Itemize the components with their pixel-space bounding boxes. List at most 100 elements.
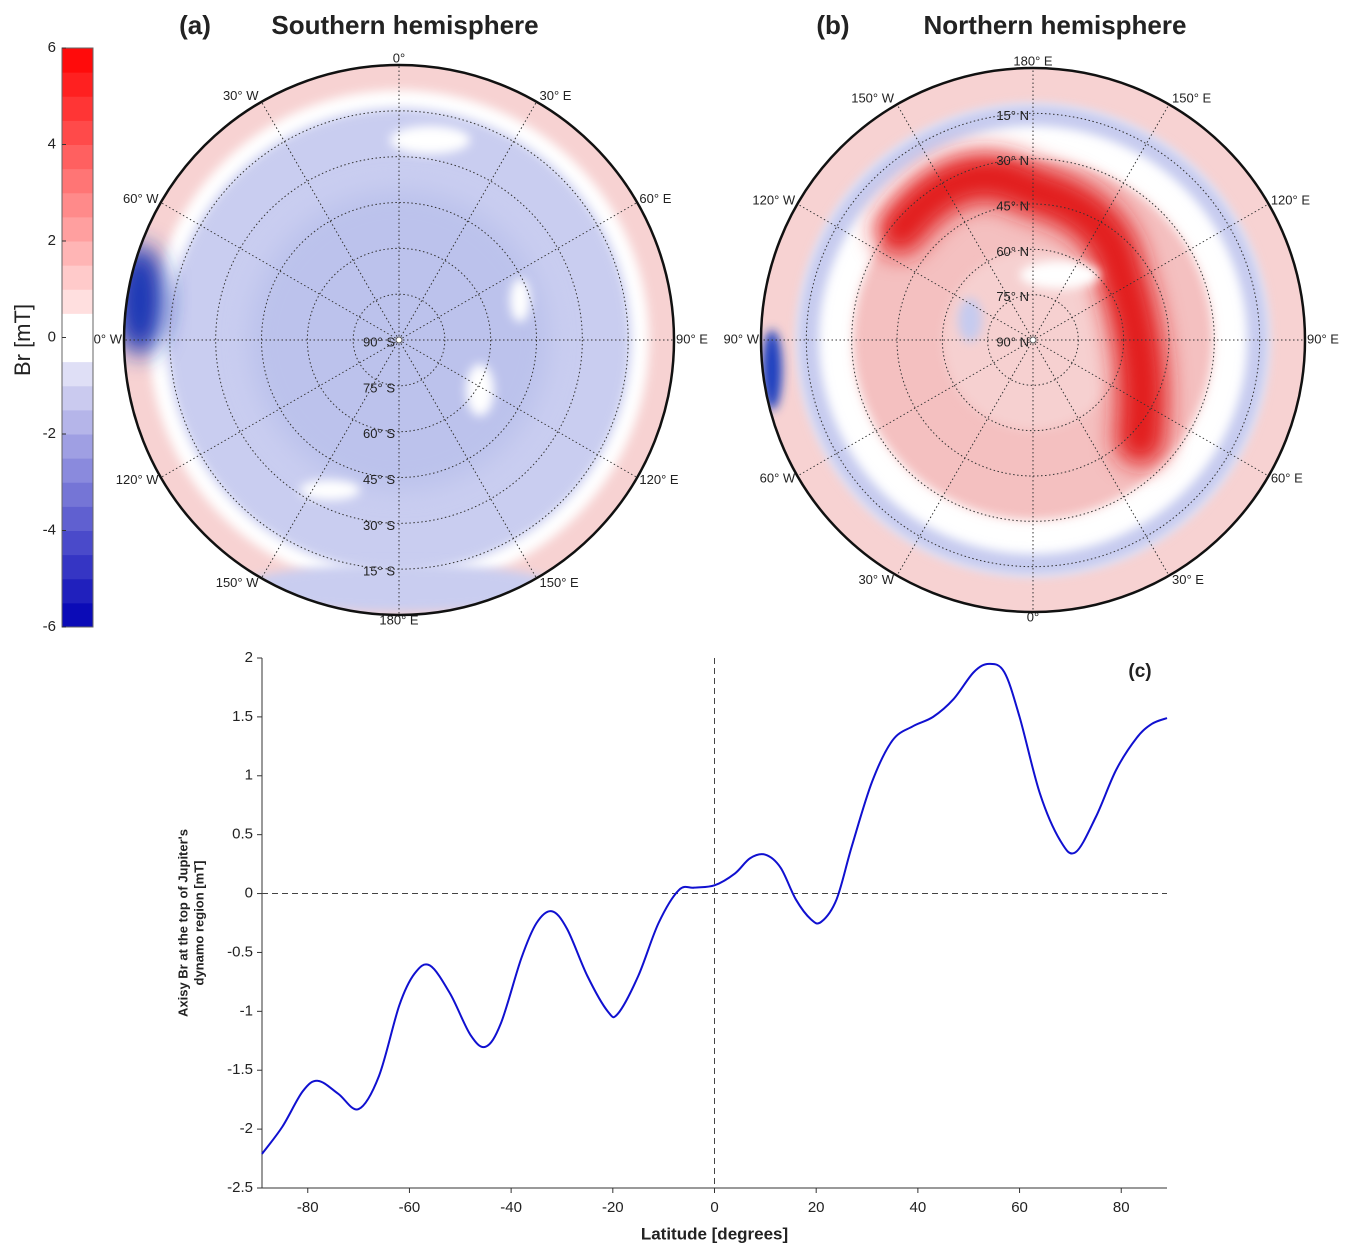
colorbar-segment [62,578,93,604]
x-tick-label: -60 [399,1199,421,1216]
colorbar-segment [62,120,93,145]
x-tick-label: 0 [710,1199,718,1216]
lat-label: 90° S [363,334,395,349]
colorbar-segment [62,530,93,556]
colorbar-segment [62,289,93,314]
lat-label: 75° N [996,289,1029,304]
lon-label: 30° E [540,88,572,103]
lon-label: 90° E [1307,331,1339,346]
colorbar-segment [62,434,93,459]
lon-label: 30° W [223,88,259,103]
colorbar-segment [62,506,93,531]
x-tick-label: -80 [297,1199,319,1216]
y-tick-label: 0 [245,885,253,902]
lat-label: 90° N [996,334,1029,349]
lat-label: 45° S [363,472,395,487]
colorbar-segment [62,168,93,194]
panel-title: Southern hemisphere [271,10,538,40]
lat-circle [941,248,1125,432]
x-tick-label: 20 [808,1199,825,1216]
pole-marker [395,336,403,344]
colorbar-segment [62,361,93,387]
lon-label: 150° W [216,575,260,590]
lat-label: 15° N [996,108,1029,123]
panel-title: Northern hemisphere [924,10,1187,40]
lon-label: 90° W [723,331,759,346]
y-tick-label: 1 [245,767,253,784]
colorbar-segment [62,144,93,170]
lat-label: 30° N [996,153,1029,168]
panel-label: (a) [179,10,211,40]
colorbar-tick-label: -2 [43,425,56,442]
lat-label: 15° S [363,564,395,579]
lon-label: 180° E [1013,53,1053,68]
x-axis-label: Latitude [degrees] [641,1224,788,1243]
lon-spoke [896,104,1034,341]
colorbar-tick-label: 2 [48,232,56,249]
lon-label: 0° [393,50,405,65]
y-axis-label: Axisy Br at the top of Jupiter's [175,829,190,1017]
lon-label: 120° W [752,192,796,207]
y-tick-label: 0.5 [232,826,253,843]
lon-label: 30° E [1172,572,1204,587]
colorbar-segment [62,602,93,628]
colorbar-segment [62,96,93,121]
lon-label: 150° E [540,575,580,590]
lon-label: 60° E [1271,470,1303,485]
lon-spoke [1032,203,1269,341]
y-tick-label: -2 [240,1120,253,1137]
lon-spoke [398,202,638,341]
colorbar-label: Br [mT] [10,304,35,376]
lon-label: 60° E [639,191,671,206]
lat-circle [306,247,492,433]
y-tick-label: -1 [240,1002,253,1019]
lon-spoke [1032,339,1269,477]
x-tick-label: 60 [1011,1199,1028,1216]
lon-spoke [160,202,400,341]
data-line [261,662,1168,1155]
lat-label: 60° S [363,426,395,441]
colorbar-tick-label: 6 [48,39,56,56]
colorbar-segment [62,458,93,483]
lon-spoke [1032,104,1170,341]
colorbar-segment [62,48,93,73]
lat-label: 45° N [996,198,1029,213]
lon-spoke [896,339,1034,576]
lat-circle [215,156,583,524]
lat-label: 75° S [363,380,395,395]
y-tick-label: 2 [245,649,253,666]
panel-label: (b) [816,10,849,40]
colorbar-segment [62,265,93,290]
lon-spoke [797,339,1034,477]
colorbar-segment [62,337,93,363]
lon-label: 60° W [123,191,159,206]
colorbar-segment [62,72,93,97]
map-rim [759,66,1307,614]
colorbar-tick-label: -6 [43,618,56,635]
lon-label: 60° W [760,470,796,485]
lat-label: 60° N [996,244,1029,259]
lon-label: 90° E [676,331,708,346]
colorbar-segment [62,313,93,338]
panel-label: (c) [1128,661,1151,682]
y-tick-label: -2.5 [227,1179,253,1196]
colorbar-segment [62,409,93,435]
x-tick-label: 40 [910,1199,927,1216]
lat-circle [352,293,446,387]
x-tick-label: 80 [1113,1199,1130,1216]
colorbar-segment [62,482,93,507]
y-tick-label: -1.5 [227,1061,253,1078]
lon-label: 150° E [1172,91,1212,106]
y-tick-label: -0.5 [227,943,253,960]
lon-spoke [160,339,400,478]
x-tick-label: -20 [602,1199,624,1216]
lon-spoke [261,339,400,579]
lat-label: 30° S [363,518,395,533]
colorbar-tick-label: 0 [48,328,56,345]
colorbar-segment [62,241,93,266]
lon-spoke [797,203,1034,341]
colorbar-segment [62,216,93,242]
lon-spoke [398,339,537,579]
